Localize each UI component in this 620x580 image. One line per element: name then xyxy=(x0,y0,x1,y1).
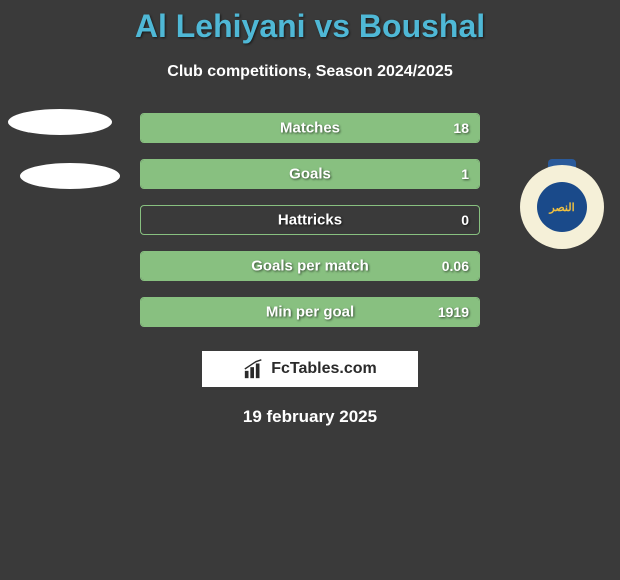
stat-label: Matches xyxy=(141,120,479,137)
stat-row: Goals1 xyxy=(140,159,480,189)
subtitle: Club competitions, Season 2024/2025 xyxy=(0,63,620,81)
stat-label: Hattricks xyxy=(141,212,479,229)
stat-value-right: 1 xyxy=(461,166,469,182)
stat-label: Min per goal xyxy=(141,304,479,321)
stat-label: Goals xyxy=(141,166,479,183)
avatar-placeholder xyxy=(8,109,112,135)
stat-row: Matches18 xyxy=(140,113,480,143)
comparison-area: النصر Matches18 Goals1 Hattricks0 Goals per… xyxy=(0,109,620,327)
stat-value-right: 1919 xyxy=(438,304,469,320)
stat-label: Goals per match xyxy=(141,258,479,275)
badge-inner: النصر xyxy=(537,182,587,232)
branding-logo: FcTables.com xyxy=(202,351,418,387)
branding-text: FcTables.com xyxy=(271,360,377,378)
stat-value-right: 0.06 xyxy=(442,258,469,274)
stat-row: Hattricks0 xyxy=(140,205,480,235)
stat-value-right: 0 xyxy=(461,212,469,228)
date-text: 19 february 2025 xyxy=(0,407,620,427)
avatar-placeholder xyxy=(20,163,120,189)
left-player-avatars xyxy=(8,109,120,189)
bar-chart-icon xyxy=(243,358,265,380)
club-badge: النصر xyxy=(512,165,612,249)
stat-row: Min per goal1919 xyxy=(140,297,480,327)
infographic-container: Al Lehiyani vs Boushal Club competitions… xyxy=(0,0,620,427)
page-title: Al Lehiyani vs Boushal xyxy=(0,8,620,45)
stats-list: Matches18 Goals1 Hattricks0 Goals per match… xyxy=(140,109,480,327)
right-player-club: النصر xyxy=(512,165,612,249)
stat-value-right: 18 xyxy=(453,120,469,136)
badge-outer: النصر xyxy=(520,165,604,249)
stat-row: Goals per match0.06 xyxy=(140,251,480,281)
